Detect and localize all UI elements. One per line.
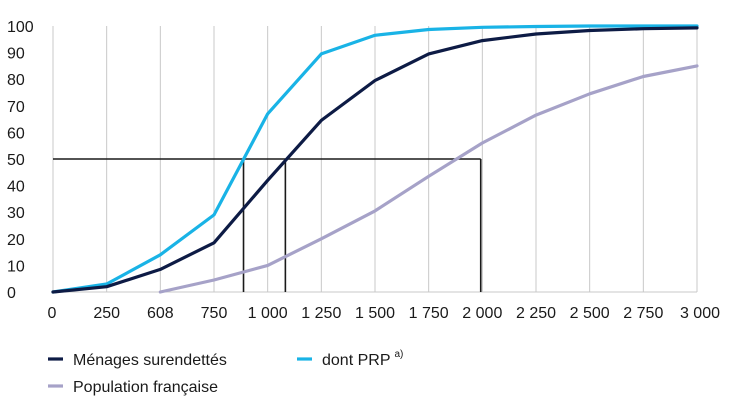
x-tick-label: 1 500 [355, 305, 395, 322]
x-tick-label: 2 000 [462, 305, 502, 322]
legend-label: Ménages surendettés [73, 352, 227, 369]
legend: Ménages surendettés dont PRP a) Population … [48, 349, 403, 396]
x-tick-label: 0 [48, 305, 57, 322]
series-line-0 [51, 26, 699, 294]
x-tick-label: 1 000 [248, 305, 288, 322]
y-tick-label: 100 [7, 19, 34, 36]
x-tick-label: 1 250 [301, 305, 341, 322]
series-line-1 [51, 24, 699, 294]
x-tick-label: 2 250 [516, 305, 556, 322]
y-tick-label: 70 [7, 99, 25, 116]
y-tick-label: 90 [7, 46, 25, 63]
x-tick-label: 3 000 [680, 305, 720, 322]
chart-series [51, 24, 699, 294]
y-tick-label: 0 [7, 285, 16, 302]
y-tick-label: 30 [7, 205, 25, 222]
series-line-2 [158, 64, 699, 294]
y-tick-label: 20 [7, 232, 25, 249]
x-tick-label: 750 [201, 305, 228, 322]
x-tick-label: 2 500 [570, 305, 610, 322]
y-tick-label: 10 [7, 258, 25, 275]
x-tick-label: 250 [93, 305, 120, 322]
y-tick-label: 80 [7, 72, 25, 89]
x-axis-ticks: 0 250 608 750 1 000 1 250 1 500 1 750 2 000 2 250… [48, 305, 721, 322]
x-tick-label: 1 750 [409, 305, 449, 322]
y-tick-label: 60 [7, 125, 25, 142]
legend-footnote-marker: a) [394, 349, 403, 360]
reference-lines [53, 158, 482, 292]
x-tick-label: 608 [147, 305, 174, 322]
legend-label: dont PRP [322, 352, 390, 369]
y-tick-label: 50 [7, 152, 25, 169]
y-axis-ticks: 0 10 20 30 40 50 60 70 80 90 100 [7, 19, 34, 302]
legend-label: Population française [73, 379, 218, 396]
x-tick-label: 2 750 [623, 305, 663, 322]
y-tick-label: 40 [7, 179, 25, 196]
